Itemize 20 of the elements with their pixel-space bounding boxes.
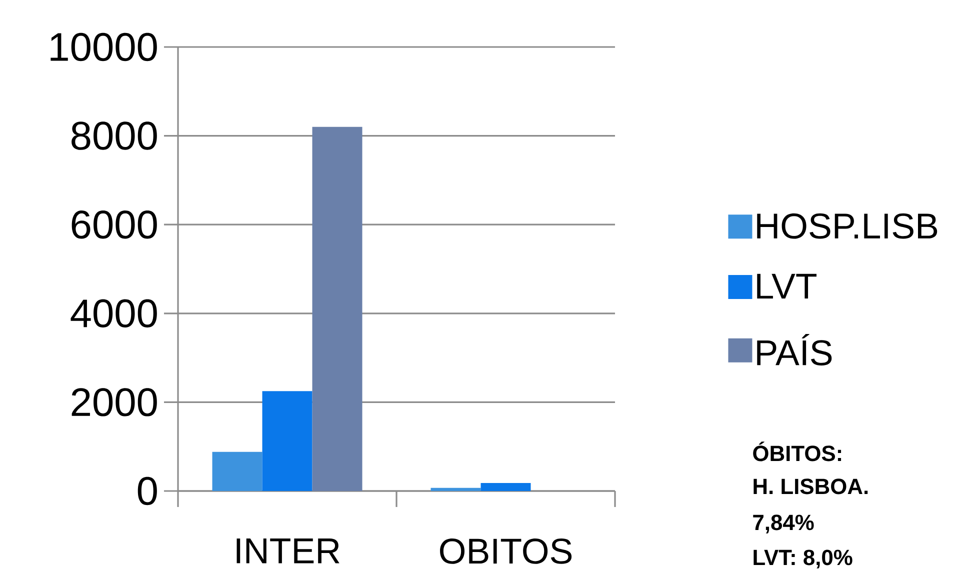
legend-label: LVT (757, 274, 816, 299)
y-tick-label: 8000 (72, 122, 157, 150)
text: LVT: 8,0% (754, 550, 852, 568)
bar (430, 488, 481, 491)
legend-label: HOSP.LISB (757, 213, 938, 239)
x-tick-label: OBITOS (440, 538, 572, 564)
legend-label: PAÍS (757, 334, 832, 366)
y-tick-label: 2000 (72, 388, 157, 416)
bar (212, 452, 262, 491)
y-tick-label: 10000 (50, 32, 157, 62)
text: ÓBITOS: (753, 442, 842, 462)
x-tick-label: INTER (236, 538, 340, 564)
text: 7,84% (753, 514, 814, 534)
y-tick-label: 6000 (72, 210, 157, 239)
bar (312, 126, 362, 491)
y-tick-label: 4000 (70, 299, 157, 328)
text: H. LISBOA. (754, 478, 868, 494)
bar (480, 483, 531, 491)
y-tick-label: 0 (138, 476, 157, 506)
bar (262, 391, 312, 491)
